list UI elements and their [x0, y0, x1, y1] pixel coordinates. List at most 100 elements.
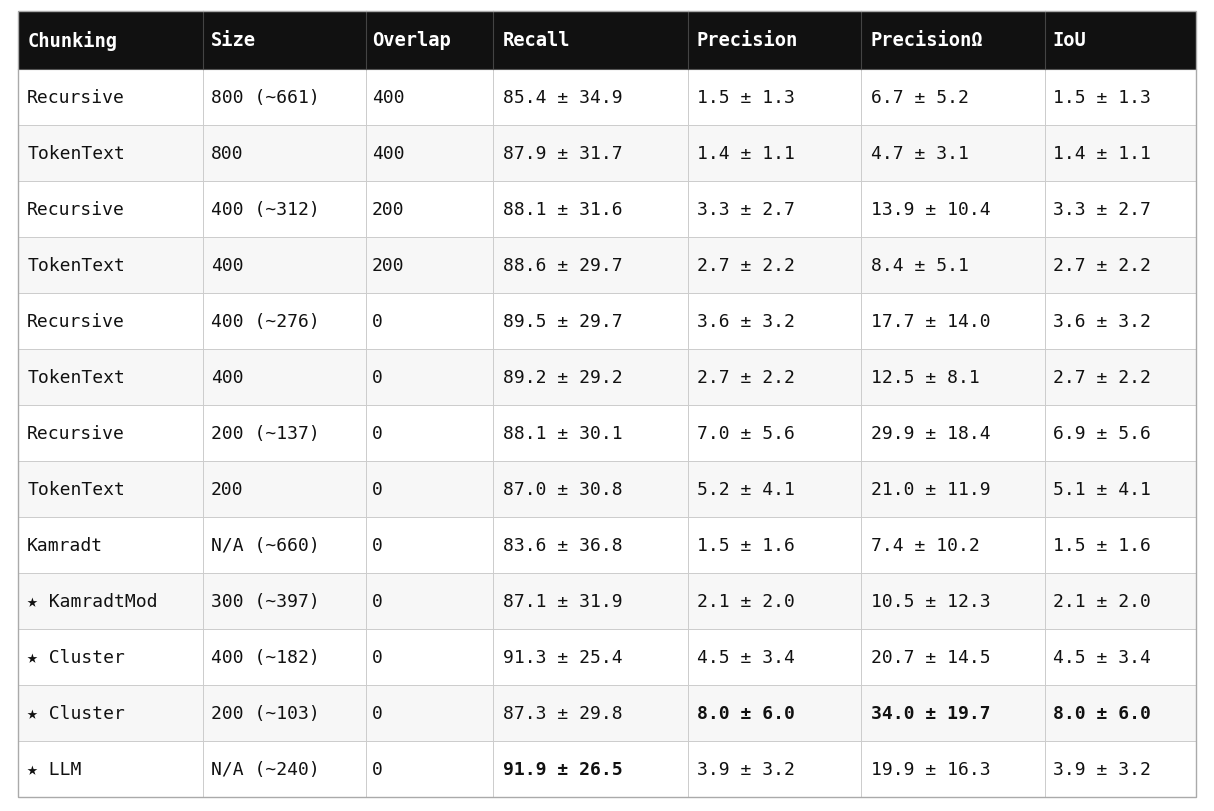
Text: 400: 400	[371, 89, 404, 107]
Text: 19.9 ± 16.3: 19.9 ± 16.3	[870, 760, 991, 778]
Text: PrecisionΩ: PrecisionΩ	[870, 32, 983, 50]
Text: 7.4 ± 10.2: 7.4 ± 10.2	[870, 536, 980, 554]
Text: 3.3 ± 2.7: 3.3 ± 2.7	[697, 201, 795, 219]
Bar	[18, 126, 1196, 182]
Text: 0: 0	[371, 760, 382, 778]
Text: 0: 0	[371, 648, 382, 666]
Text: ★ LLM: ★ LLM	[27, 760, 81, 778]
Text: 34.0 ± 19.7: 34.0 ± 19.7	[870, 704, 991, 722]
Text: Precision: Precision	[697, 32, 798, 50]
Text: 0: 0	[371, 480, 382, 499]
Text: 200: 200	[371, 257, 404, 275]
Text: Chunking: Chunking	[27, 31, 118, 51]
Text: 6.7 ± 5.2: 6.7 ± 5.2	[870, 89, 969, 107]
Text: 1.5 ± 1.3: 1.5 ± 1.3	[697, 89, 795, 107]
Text: Recursive: Recursive	[27, 424, 125, 443]
Text: Recursive: Recursive	[27, 201, 125, 219]
Text: 89.5 ± 29.7: 89.5 ± 29.7	[503, 312, 622, 331]
Text: 89.2 ± 29.2: 89.2 ± 29.2	[503, 368, 622, 387]
Text: 2.1 ± 2.0: 2.1 ± 2.0	[697, 592, 795, 610]
Text: 400: 400	[211, 257, 244, 275]
Text: Overlap: Overlap	[371, 32, 450, 50]
Text: 1.4 ± 1.1: 1.4 ± 1.1	[697, 145, 795, 163]
Text: 5.1 ± 4.1: 5.1 ± 4.1	[1053, 480, 1151, 499]
Text: 400: 400	[211, 368, 244, 387]
Text: 17.7 ± 14.0: 17.7 ± 14.0	[870, 312, 991, 331]
Bar	[18, 350, 1196, 406]
Text: 87.1 ± 31.9: 87.1 ± 31.9	[503, 592, 622, 610]
Text: TokenText: TokenText	[27, 257, 125, 275]
Text: 4.5 ± 3.4: 4.5 ± 3.4	[1053, 648, 1151, 666]
Text: 88.1 ± 30.1: 88.1 ± 30.1	[503, 424, 622, 443]
Bar	[18, 629, 1196, 685]
Text: 88.6 ± 29.7: 88.6 ± 29.7	[503, 257, 622, 275]
Bar	[18, 741, 1196, 797]
Bar	[18, 406, 1196, 461]
Bar	[18, 685, 1196, 741]
Text: 2.7 ± 2.2: 2.7 ± 2.2	[697, 368, 795, 387]
Text: 91.9 ± 26.5: 91.9 ± 26.5	[503, 760, 622, 778]
Text: 21.0 ± 11.9: 21.0 ± 11.9	[870, 480, 991, 499]
Text: 200 (~137): 200 (~137)	[211, 424, 319, 443]
Text: 1.4 ± 1.1: 1.4 ± 1.1	[1053, 145, 1151, 163]
Text: 87.3 ± 29.8: 87.3 ± 29.8	[503, 704, 622, 722]
Text: 88.1 ± 31.6: 88.1 ± 31.6	[503, 201, 622, 219]
Text: 1.5 ± 1.3: 1.5 ± 1.3	[1053, 89, 1151, 107]
Text: 400 (~276): 400 (~276)	[211, 312, 319, 331]
Text: N/A (~240): N/A (~240)	[211, 760, 319, 778]
Text: 8.0 ± 6.0: 8.0 ± 6.0	[1053, 704, 1151, 722]
Text: ★ Cluster: ★ Cluster	[27, 648, 125, 666]
Text: 800: 800	[211, 145, 244, 163]
Bar	[18, 238, 1196, 294]
Text: 0: 0	[371, 592, 382, 610]
Text: TokenText: TokenText	[27, 480, 125, 499]
Text: Recursive: Recursive	[27, 89, 125, 107]
Text: 2.7 ± 2.2: 2.7 ± 2.2	[1053, 257, 1151, 275]
Text: Recursive: Recursive	[27, 312, 125, 331]
Bar	[18, 12, 1196, 70]
Text: 400 (~182): 400 (~182)	[211, 648, 319, 666]
Text: 0: 0	[371, 536, 382, 554]
Text: 0: 0	[371, 704, 382, 722]
Text: 0: 0	[371, 368, 382, 387]
Text: 3.3 ± 2.7: 3.3 ± 2.7	[1053, 201, 1151, 219]
Text: TokenText: TokenText	[27, 368, 125, 387]
Bar	[18, 182, 1196, 238]
Text: ★ KamradtMod: ★ KamradtMod	[27, 592, 158, 610]
Text: 29.9 ± 18.4: 29.9 ± 18.4	[870, 424, 991, 443]
Text: 300 (~397): 300 (~397)	[211, 592, 319, 610]
Text: 0: 0	[371, 424, 382, 443]
Text: 4.7 ± 3.1: 4.7 ± 3.1	[870, 145, 969, 163]
Text: N/A (~660): N/A (~660)	[211, 536, 319, 554]
Bar	[18, 461, 1196, 517]
Text: 800 (~661): 800 (~661)	[211, 89, 319, 107]
Text: 200 (~103): 200 (~103)	[211, 704, 319, 722]
Text: TokenText: TokenText	[27, 145, 125, 163]
Bar	[18, 573, 1196, 629]
Bar	[18, 70, 1196, 126]
Text: 85.4 ± 34.9: 85.4 ± 34.9	[503, 89, 622, 107]
Text: 87.9 ± 31.7: 87.9 ± 31.7	[503, 145, 622, 163]
Bar	[18, 294, 1196, 350]
Text: 10.5 ± 12.3: 10.5 ± 12.3	[870, 592, 991, 610]
Text: 3.9 ± 3.2: 3.9 ± 3.2	[1053, 760, 1151, 778]
Text: 13.9 ± 10.4: 13.9 ± 10.4	[870, 201, 991, 219]
Text: Recall: Recall	[503, 32, 571, 50]
Text: ★ Cluster: ★ Cluster	[27, 704, 125, 722]
Text: 400: 400	[371, 145, 404, 163]
Text: 400 (~312): 400 (~312)	[211, 201, 319, 219]
Text: Kamradt: Kamradt	[27, 536, 103, 554]
Text: 0: 0	[371, 312, 382, 331]
Text: 3.9 ± 3.2: 3.9 ± 3.2	[697, 760, 795, 778]
Text: 2.7 ± 2.2: 2.7 ± 2.2	[1053, 368, 1151, 387]
Text: Size: Size	[211, 32, 256, 50]
Text: 1.5 ± 1.6: 1.5 ± 1.6	[697, 536, 795, 554]
Text: 2.7 ± 2.2: 2.7 ± 2.2	[697, 257, 795, 275]
Text: 8.0 ± 6.0: 8.0 ± 6.0	[697, 704, 795, 722]
Text: 12.5 ± 8.1: 12.5 ± 8.1	[870, 368, 980, 387]
Text: 3.6 ± 3.2: 3.6 ± 3.2	[697, 312, 795, 331]
Text: 8.4 ± 5.1: 8.4 ± 5.1	[870, 257, 969, 275]
Text: 200: 200	[371, 201, 404, 219]
Text: 91.3 ± 25.4: 91.3 ± 25.4	[503, 648, 622, 666]
Text: 2.1 ± 2.0: 2.1 ± 2.0	[1053, 592, 1151, 610]
